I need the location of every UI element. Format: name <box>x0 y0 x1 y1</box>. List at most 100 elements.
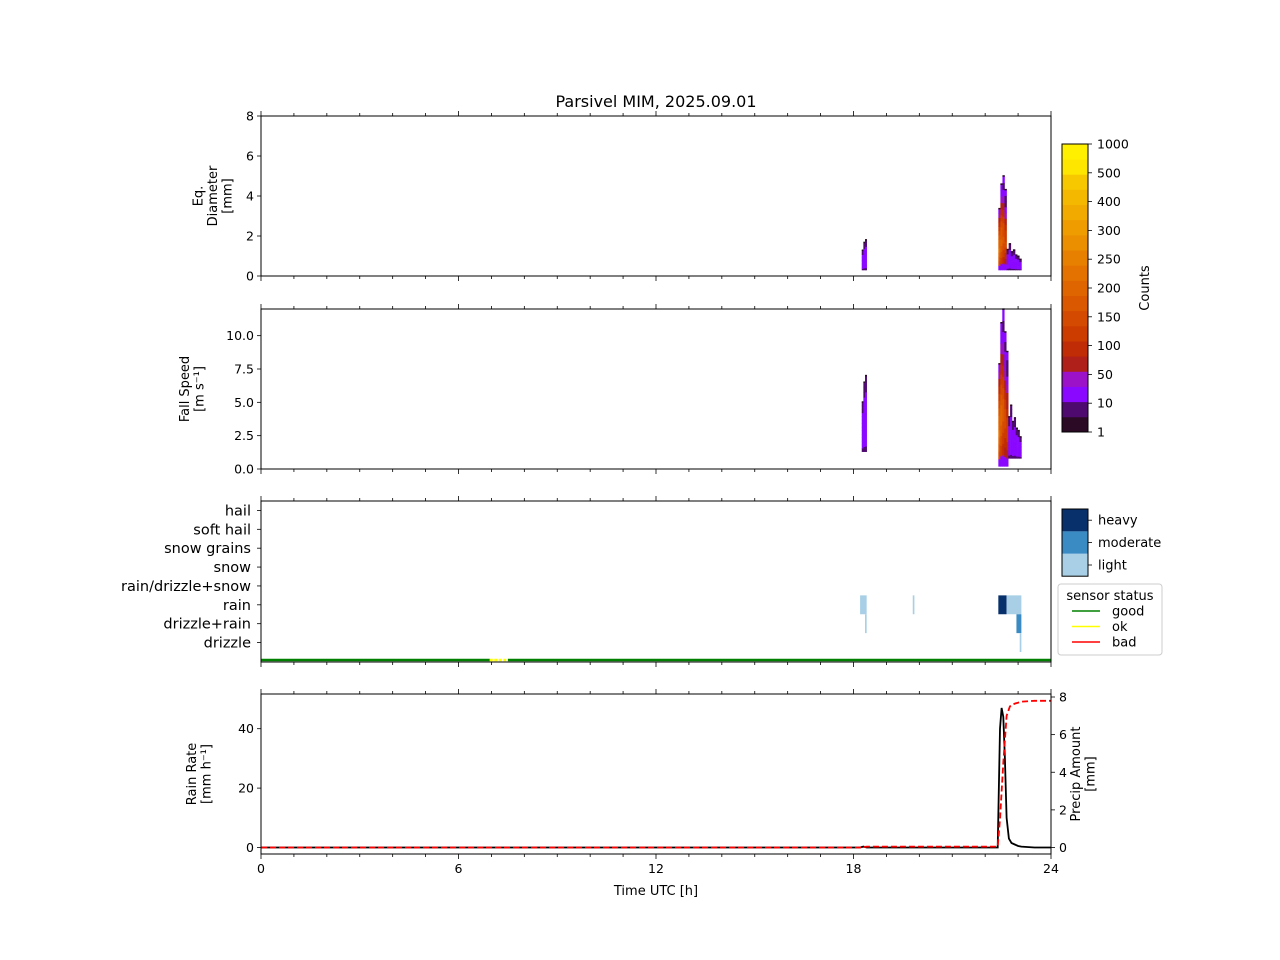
colorbar-tick-label: 100 <box>1097 338 1121 353</box>
heat-edge <box>1004 331 1007 333</box>
heat-edge <box>861 249 864 251</box>
heat-cell <box>1015 260 1018 262</box>
heat-cell <box>1002 320 1005 333</box>
heat-cell <box>1002 387 1005 400</box>
fall-speed-panel: 0.0 2.5 5.0 7.5 10.0 Fall Speed [m s⁻¹] <box>178 304 1052 477</box>
heat-cell <box>1010 257 1014 259</box>
colorbar-segment <box>1062 204 1088 221</box>
colorbar-segment <box>1062 371 1088 387</box>
diameter-ylabel: Diameter <box>206 165 221 226</box>
heat-cell <box>1000 251 1003 259</box>
heat-cell <box>1006 351 1009 361</box>
heat-edge <box>1012 249 1016 251</box>
heat-cell <box>1006 258 1009 261</box>
heat-cell <box>1019 260 1022 262</box>
diameter-axes-frame <box>260 115 1052 277</box>
heat-cell <box>863 242 866 245</box>
heat-cell <box>1008 422 1011 427</box>
heat-cell <box>1008 257 1012 260</box>
heat-cell <box>1002 376 1005 389</box>
colorbar-tick-label: 1000 <box>1097 137 1129 152</box>
heat-cell <box>865 381 867 387</box>
heat-cell <box>863 260 866 263</box>
category-label: rain/drizzle+snow <box>121 579 251 595</box>
heat-edge <box>1019 436 1022 438</box>
heat-cell <box>1002 399 1005 411</box>
heat-cell <box>1013 432 1017 436</box>
heat-cell <box>1006 261 1009 264</box>
heat-cell <box>1008 262 1012 265</box>
heat-edge <box>1010 404 1013 406</box>
heat-cell <box>1015 434 1018 438</box>
precip-type-block <box>912 595 915 615</box>
heat-cell <box>865 263 867 267</box>
heat-cell <box>865 261 867 264</box>
heat-cell <box>1006 256 1009 259</box>
heat-cell <box>1000 343 1003 355</box>
heat-cell <box>1010 267 1014 270</box>
heat-cell <box>998 221 1001 227</box>
heat-cell <box>1010 424 1013 429</box>
heat-cell <box>865 265 867 269</box>
heat-cell <box>1008 264 1012 267</box>
heat-edge <box>863 241 866 244</box>
intensity-swatch <box>1062 509 1088 532</box>
heat-cell <box>1012 261 1016 264</box>
y2-tick-label: 0 <box>1059 840 1067 855</box>
heat-cell <box>1012 260 1016 262</box>
heat-cell <box>861 434 864 438</box>
sensor-legend-label: bad <box>1112 636 1136 651</box>
heat-edge <box>865 239 867 241</box>
heat-cell <box>998 213 1001 218</box>
heat-cell <box>1008 249 1012 252</box>
heat-cell <box>1008 251 1012 254</box>
heat-cell <box>1010 409 1013 414</box>
heat-edge <box>1002 175 1005 177</box>
heat-cell <box>1006 255 1009 258</box>
heat-cell <box>1008 437 1011 441</box>
heat-cell <box>1013 423 1017 428</box>
heat-cell <box>1019 441 1022 444</box>
heat-cell <box>1000 257 1003 265</box>
heat-cell <box>1004 370 1007 381</box>
heat-cell <box>1017 267 1020 269</box>
colorbar-segment <box>1062 250 1088 266</box>
heat-cell <box>1006 262 1009 265</box>
heat-cell <box>1006 249 1009 252</box>
colorbar-tick-label: 200 <box>1097 281 1121 296</box>
heat-cell <box>1015 255 1018 257</box>
heat-edge <box>1006 350 1009 353</box>
precip-type-block <box>998 595 1007 615</box>
heat-cell <box>1010 264 1014 267</box>
heat-cell <box>1015 256 1018 258</box>
heat-cell <box>1019 264 1022 266</box>
heat-cell <box>865 240 867 243</box>
heat-cell <box>1015 443 1018 446</box>
heat-cell <box>1004 218 1007 225</box>
intensity-label: heavy <box>1098 514 1138 529</box>
heat-cell <box>1013 452 1017 456</box>
colorbar-segment <box>1062 174 1088 190</box>
heat-cell <box>1004 224 1007 231</box>
heat-cell <box>998 385 1001 394</box>
heat-cell <box>1015 267 1018 270</box>
heat-cell <box>1010 263 1014 266</box>
heat-edge <box>861 401 864 403</box>
heat-cell <box>1008 268 1012 271</box>
heat-cell <box>1000 425 1003 436</box>
heat-cell <box>865 375 867 382</box>
heat-cell <box>861 257 864 260</box>
heat-cell <box>1017 257 1020 259</box>
heat-edge <box>1000 322 1003 324</box>
heat-cell <box>1012 264 1016 267</box>
heat-cell <box>1002 455 1005 467</box>
heat-cell <box>1004 380 1007 390</box>
heat-edge <box>1010 251 1014 253</box>
heat-cell <box>1012 253 1016 255</box>
heat-cell <box>861 254 864 257</box>
heat-cell <box>1008 247 1012 250</box>
y2-tick-label: 8 <box>1059 690 1067 705</box>
heat-cell <box>1012 250 1016 252</box>
colorbar-tick-label: 10 <box>1097 396 1113 411</box>
